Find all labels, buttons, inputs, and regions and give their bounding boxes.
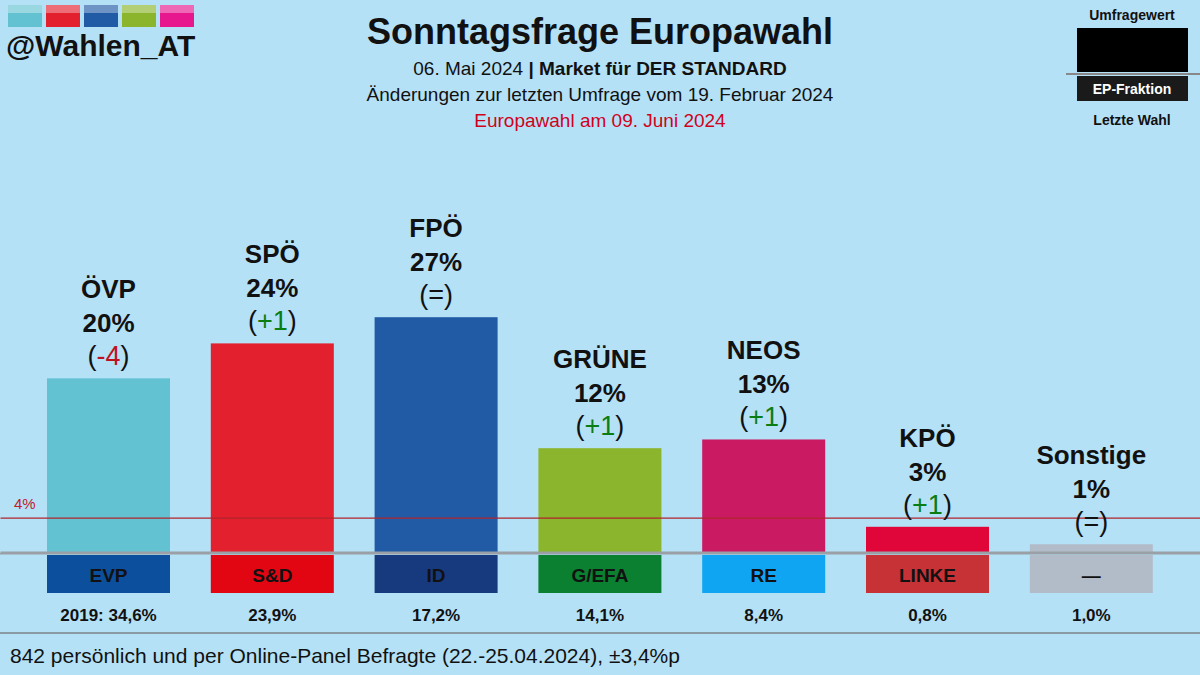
category-label: SPÖ: [245, 239, 300, 269]
logo-square-highlight: [122, 5, 156, 13]
change-paren: (: [87, 341, 96, 371]
change-paren: ): [943, 490, 952, 520]
group-box: [1030, 555, 1153, 593]
value-label: 27%: [410, 247, 462, 277]
value-label: 12%: [574, 378, 626, 408]
last-election-label: 8,4%: [744, 606, 783, 625]
group-box: [375, 555, 498, 593]
group-label: LINKE: [899, 565, 956, 586]
change-paren: ): [615, 411, 624, 441]
last-election-label: 14,1%: [576, 606, 624, 625]
group-label: —: [1082, 565, 1101, 586]
last-election-label: 17,2%: [412, 606, 460, 625]
logo-square: [46, 5, 80, 27]
election-note: Europawahl am 09. Juni 2024: [474, 110, 726, 131]
group-box: [211, 555, 334, 593]
key-label: EP-Fraktion: [1093, 81, 1172, 97]
change-value: +1: [585, 411, 616, 441]
group-label: EVP: [89, 565, 127, 586]
change-label: (+1): [576, 411, 625, 441]
change-label: (=): [419, 280, 453, 310]
change-label: (+1): [739, 402, 788, 432]
bar: [47, 378, 170, 553]
logo-square-highlight: [8, 5, 42, 13]
change-value: +1: [257, 306, 288, 336]
change-paren: (: [576, 411, 585, 441]
group-box: [538, 555, 661, 593]
title: Sonntagsfrage Europawahl: [367, 11, 833, 52]
handle: @Wahlen_AT: [6, 29, 195, 62]
footer-rule: [0, 632, 1200, 634]
key-label: Umfragewert: [1089, 7, 1175, 23]
key-baseline: [1066, 73, 1200, 75]
group-label: ID: [427, 565, 446, 586]
comparison-note: Änderungen zur letzten Umfrage vom 19. F…: [367, 84, 834, 105]
change-paren: (: [903, 490, 912, 520]
value-label: 24%: [246, 273, 298, 303]
logo-square: [122, 5, 156, 27]
subtitle: 06. Mai 2024 | Market für DER STANDARD: [413, 58, 786, 79]
group-box: [47, 555, 170, 593]
subtitle-part: 06. Mai 2024: [413, 58, 523, 79]
key-label: Letzte Wahl: [1093, 112, 1170, 128]
last-election-label: 1,0%: [1072, 606, 1111, 625]
threshold-label: 4%: [14, 495, 36, 512]
footer: 842 persönlich und per Online-Panel Befr…: [10, 644, 680, 667]
key-group-box: [1077, 76, 1188, 101]
last-election-label: 0,8%: [908, 606, 947, 625]
group-label: RE: [750, 565, 776, 586]
logo-square-highlight: [84, 5, 118, 13]
range-edge: [0, 291, 1, 553]
change-paren: (: [248, 306, 257, 336]
change-paren: ): [121, 341, 130, 371]
baseline: [0, 552, 1200, 555]
change-paren: ): [288, 306, 297, 336]
change-value: -4: [96, 341, 120, 371]
change-label: (+1): [248, 306, 297, 336]
logo-square-highlight: [160, 5, 194, 13]
change-label: (-4): [87, 341, 129, 371]
category-label: Sonstige: [1036, 440, 1146, 470]
value-label: 20%: [82, 308, 134, 338]
category-label: KPÖ: [899, 423, 955, 453]
category-label: ÖVP: [81, 274, 136, 304]
change-value: +1: [912, 490, 943, 520]
background: [0, 0, 1200, 675]
logo-square: [160, 5, 194, 27]
category-label: NEOS: [727, 335, 801, 365]
chart: @Wahlen_AT Sonntagsfrage Europawahl 06. Ma…: [0, 0, 1200, 675]
group-label: S&D: [252, 565, 292, 586]
change-value: +1: [748, 402, 779, 432]
bar: [211, 343, 334, 553]
value-label: 3%: [909, 457, 947, 487]
value-label: 13%: [738, 369, 790, 399]
logo-square-highlight: [46, 5, 80, 13]
key-bar: [1077, 28, 1188, 72]
threshold-line: [0, 517, 1200, 518]
change-paren: ): [779, 402, 788, 432]
value-label: 1%: [1073, 474, 1111, 504]
group-box: [702, 555, 825, 593]
change-paren: (: [739, 402, 748, 432]
change-label: (=): [1074, 507, 1108, 537]
group-label: G/EFA: [571, 565, 628, 586]
logo-square: [84, 5, 118, 27]
change-label: (+1): [903, 490, 952, 520]
category-label: FPÖ: [409, 213, 462, 243]
bar: [866, 527, 989, 553]
bar: [702, 439, 825, 553]
last-election-label: 23,9%: [248, 606, 296, 625]
last-election-label: 2019: 34,6%: [60, 606, 156, 625]
bar: [538, 448, 661, 553]
logo-square: [8, 5, 42, 27]
group-box: [866, 555, 989, 593]
category-label: GRÜNE: [553, 344, 647, 374]
subtitle-part: | Market für DER STANDARD: [523, 58, 787, 79]
